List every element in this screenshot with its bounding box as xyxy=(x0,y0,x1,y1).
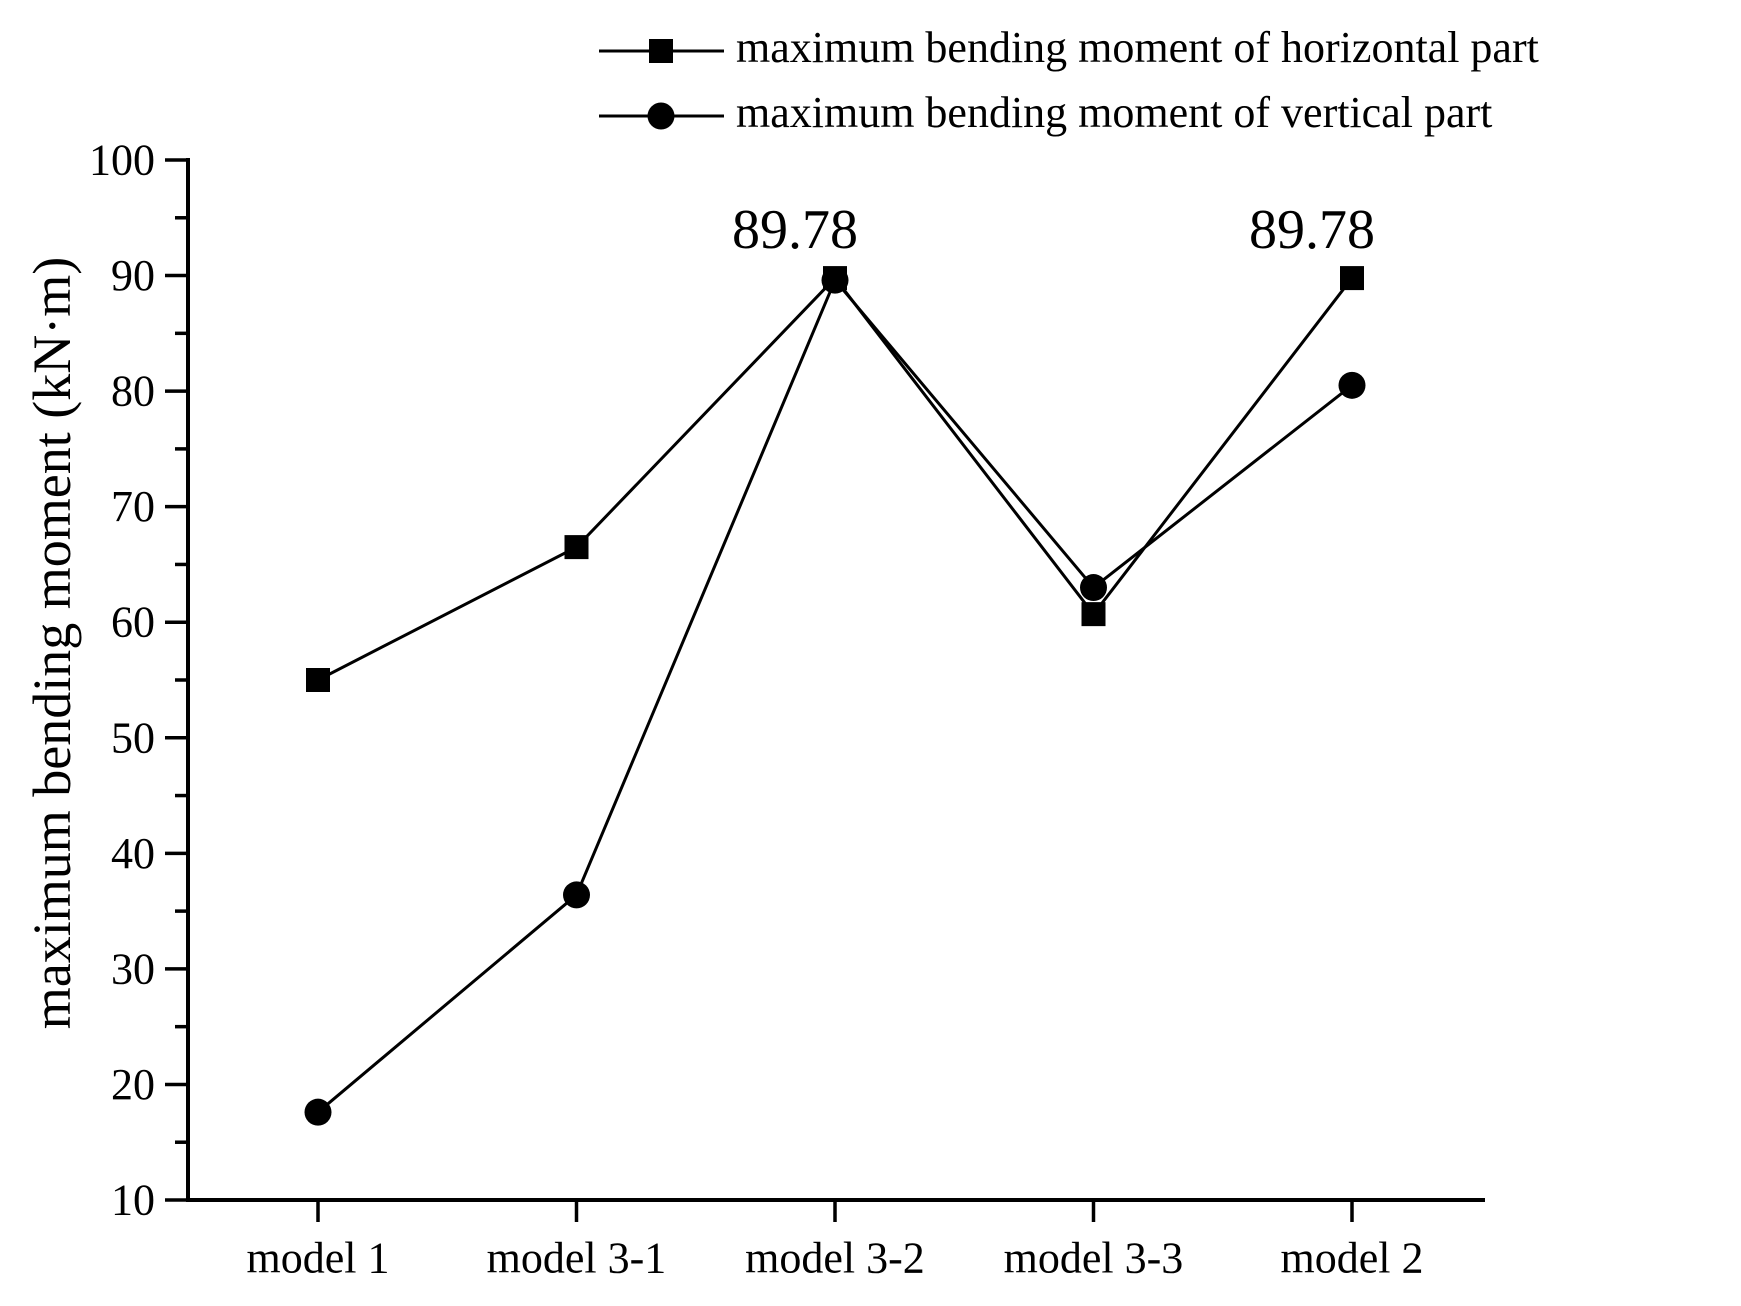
y-tick-label: 80 xyxy=(111,367,155,416)
y-tick-label: 70 xyxy=(111,482,155,531)
data-point-square xyxy=(1340,266,1364,291)
x-tick-label: model 1 xyxy=(247,1234,390,1283)
x-tick-label: model 2 xyxy=(1281,1234,1424,1283)
y-tick-label: 100 xyxy=(89,136,155,185)
data-point-square xyxy=(564,535,589,560)
x-tick-label: model 3-1 xyxy=(487,1234,667,1283)
y-tick-label: 10 xyxy=(111,1176,155,1225)
legend-square-marker-icon xyxy=(599,38,724,63)
y-tick-label: 20 xyxy=(111,1060,155,1109)
data-point-square xyxy=(1081,602,1106,627)
y-axis-title: maximum bending moment (kN·m) xyxy=(22,256,82,1030)
y-tick-label: 50 xyxy=(111,713,155,762)
legend-label: maximum bending moment of horizontal par… xyxy=(736,22,1539,72)
series-line-circle xyxy=(317,277,1353,1114)
data-point-circle xyxy=(563,881,590,909)
x-tick-label: model 3-3 xyxy=(1004,1234,1184,1283)
y-tick-label: 60 xyxy=(111,598,155,647)
data-point-circle xyxy=(304,1098,332,1126)
axes-frame xyxy=(186,158,1485,1202)
annotation-label: 89.78 xyxy=(1249,199,1375,261)
legend-circle-marker-icon xyxy=(599,102,724,129)
legend: maximum bending moment of horizontal par… xyxy=(599,18,1539,148)
series-line-square xyxy=(317,275,1354,682)
y-tick-label: 40 xyxy=(111,829,155,878)
x-tick-label: model 3-2 xyxy=(745,1234,925,1283)
y-tick-label: 90 xyxy=(111,251,155,300)
data-point-square xyxy=(823,266,847,291)
legend-label: maximum bending moment of vertical part xyxy=(736,87,1493,137)
legend-item-horizontal: maximum bending moment of horizontal par… xyxy=(599,18,1539,83)
legend-item-vertical: maximum bending moment of vertical part xyxy=(599,83,1539,148)
data-point-square xyxy=(306,668,330,692)
data-point-circle xyxy=(1080,574,1107,602)
annotation-label: 89.78 xyxy=(732,199,858,261)
data-point-circle xyxy=(1338,371,1366,399)
y-tick-label: 30 xyxy=(111,944,155,993)
